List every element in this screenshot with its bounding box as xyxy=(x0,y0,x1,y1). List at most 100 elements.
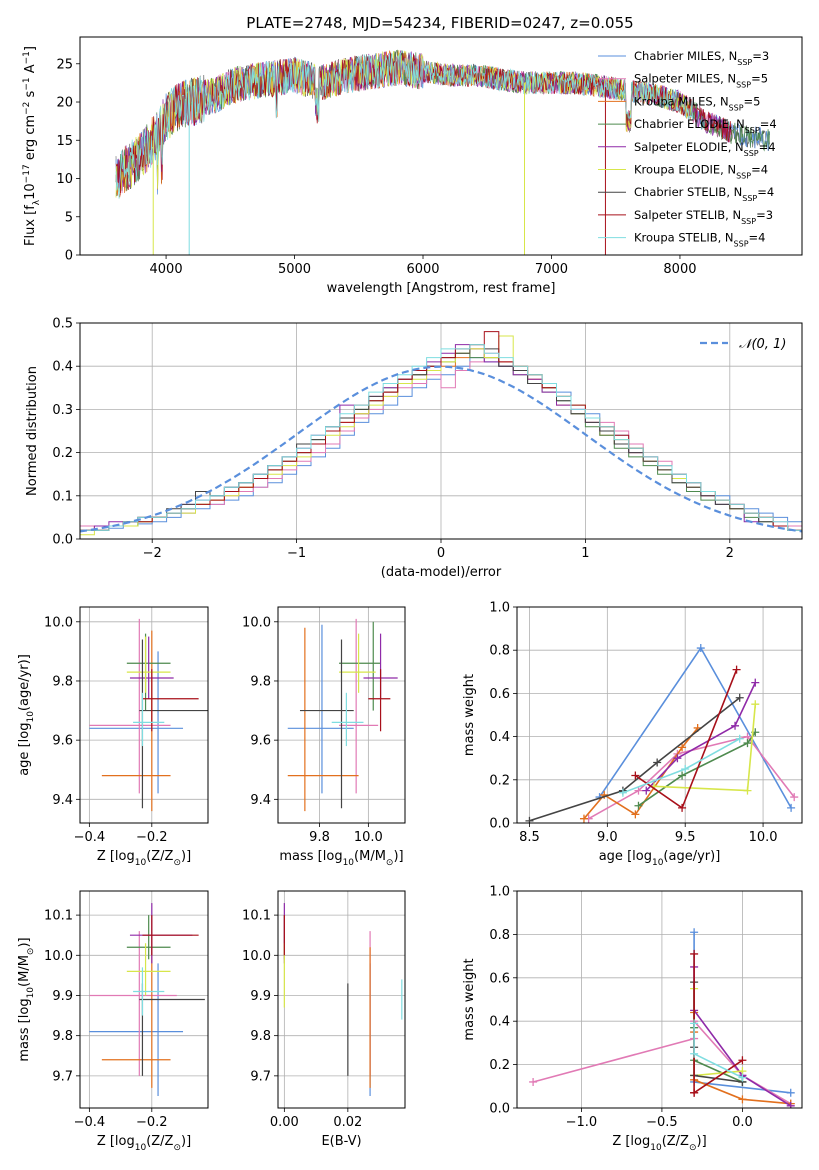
axes-frame xyxy=(79,606,209,824)
weight-marker xyxy=(634,801,643,810)
weight-marker xyxy=(738,1095,747,1104)
weight-marker xyxy=(525,816,534,823)
x-tick-label: 8000 xyxy=(663,262,696,277)
y-tick-label: 15 xyxy=(56,134,73,149)
weight-marker xyxy=(678,743,687,752)
weight-marker xyxy=(631,810,640,819)
plot-area xyxy=(283,903,403,1096)
errorbar-point xyxy=(142,669,199,732)
weight-marker xyxy=(529,1077,538,1086)
errorbar-point xyxy=(139,639,208,809)
weight-line xyxy=(645,682,757,792)
y-tick-label: 10.0 xyxy=(242,949,271,964)
y-tick-label: 0.4 xyxy=(489,730,510,745)
y-tick-label: 9.9 xyxy=(52,989,73,1004)
panels: 4000 5000 6000 7000 80000510152025wavelength… xyxy=(17,36,803,1153)
x-tick-label: −0.5 xyxy=(646,1115,678,1130)
weight-marker xyxy=(743,786,752,795)
y-tick-label: 0.1 xyxy=(52,489,73,504)
weight-marker xyxy=(786,1101,795,1108)
y-tick-label: 25 xyxy=(56,57,73,72)
y-axis-label: Normed distribution xyxy=(25,366,40,496)
y-tick-label: 0.5 xyxy=(52,317,73,332)
y-tick-label: 0.4 xyxy=(52,360,73,375)
spectrum-line xyxy=(116,50,732,191)
y-tick-label: 0 xyxy=(65,249,73,264)
y-tick-label: 10 xyxy=(56,172,73,187)
y-tick-label: 10.0 xyxy=(44,615,73,630)
weight-marker xyxy=(735,734,744,743)
axes-frame xyxy=(516,890,803,1109)
axes-frame xyxy=(79,36,803,256)
x-tick-label: −1.0 xyxy=(566,1115,598,1130)
x-tick-label: 6000 xyxy=(406,262,439,277)
y-tick-label: 1.0 xyxy=(489,885,510,900)
x-axis-label: Z [log10(Z/Z⊙)] xyxy=(97,849,191,868)
y-tick-label: 9.4 xyxy=(52,793,73,808)
y-axis-label: age [log10(age/yr)] xyxy=(17,654,36,776)
y-tick-label: 0.4 xyxy=(489,1015,510,1030)
y-tick-label: 10.0 xyxy=(44,949,73,964)
y-tick-label: 9.9 xyxy=(250,989,271,1004)
x-tick-label: 8.5 xyxy=(519,830,540,845)
x-tick-label: 5000 xyxy=(278,262,311,277)
y-tick-label: 9.6 xyxy=(250,734,271,749)
y-tick-label: 9.7 xyxy=(52,1069,73,1084)
x-tick-label: 9.0 xyxy=(597,830,618,845)
legend-label: Chabrier STELIB, NSSP=4 xyxy=(634,185,774,203)
plot-area xyxy=(529,928,795,1108)
x-tick-label: 2 xyxy=(726,546,734,561)
x-tick-label: 10.0 xyxy=(354,830,383,845)
x-tick-label: −0.2 xyxy=(136,830,168,845)
y-tick-label: 5 xyxy=(65,210,73,225)
errorbar-point xyxy=(331,692,364,747)
errorbar-point xyxy=(287,627,359,812)
axes-frame xyxy=(277,606,406,824)
weight-marker xyxy=(738,1056,747,1065)
errorbar-point xyxy=(339,621,381,711)
y-tick-label: 10.1 xyxy=(44,909,73,924)
plot-area xyxy=(115,49,770,255)
axes-frame xyxy=(79,890,209,1109)
x-tick-label: 0 xyxy=(437,546,445,561)
y-tick-label: 9.8 xyxy=(250,674,271,689)
x-axis-label: E(B-V) xyxy=(321,1134,361,1149)
errorbar-point xyxy=(101,947,171,1088)
weight-marker xyxy=(690,928,699,937)
panel-mass-weight-vs-Z: −1.0 −0.5 0.0 0.0 0.2 0.4 0.6 0.8 1.0 Z [log10(Z/… xyxy=(462,885,803,1153)
weight-marker xyxy=(738,1073,747,1082)
errorbar-point xyxy=(126,915,171,960)
legend-label: Kroupa ELODIE, NSSP=4 xyxy=(634,163,768,181)
x-tick-label: −0.2 xyxy=(136,1115,168,1130)
legend: 𝒩(0, 1) xyxy=(700,337,786,352)
weight-marker xyxy=(681,765,690,773)
weight-line xyxy=(693,988,743,1077)
weight-marker xyxy=(634,786,643,795)
y-tick-label: 0.0 xyxy=(489,817,510,832)
plot-area xyxy=(525,644,799,823)
panel-age-vs-mass: 9.8 10.0 9.4 9.6 9.8 10.0 mass [log10(M/M⊙)] xyxy=(242,606,406,868)
legend-label: Salpeter STELIB, NSSP=3 xyxy=(634,208,773,226)
errorbar-point xyxy=(89,963,184,1096)
y-tick-label: 9.6 xyxy=(52,734,73,749)
panel-mass-weight-vs-age: 8.5 9.0 9.5 10.0 0.0 0.2 0.4 0.6 0.8 1.0 age [log1… xyxy=(462,601,803,868)
x-tick-label: 4000 xyxy=(150,262,183,277)
x-tick-label: 9.5 xyxy=(675,830,696,845)
weight-marker xyxy=(696,644,705,653)
y-tick-label: 20 xyxy=(56,96,73,111)
weight-marker xyxy=(690,1049,699,1058)
weight-marker xyxy=(678,771,687,780)
x-tick-label: 0.00 xyxy=(270,1115,299,1130)
panel-mass-vs-EBV: 0.00 0.02 9.7 9.8 9.9 10.0 10.1 E(B-V) xyxy=(242,890,406,1149)
legend-label: Kroupa STELIB, NSSP=4 xyxy=(634,231,765,249)
weight-marker xyxy=(673,754,682,763)
weight-marker xyxy=(751,678,760,687)
y-axis-label: mass [log10(M/M⊙)] xyxy=(17,937,36,1061)
histogram-step xyxy=(80,344,802,539)
weight-marker xyxy=(690,1019,699,1028)
gaussian-curve xyxy=(80,365,802,533)
x-tick-label: 1 xyxy=(581,546,589,561)
weight-line xyxy=(529,697,741,822)
plot-area xyxy=(89,618,208,812)
